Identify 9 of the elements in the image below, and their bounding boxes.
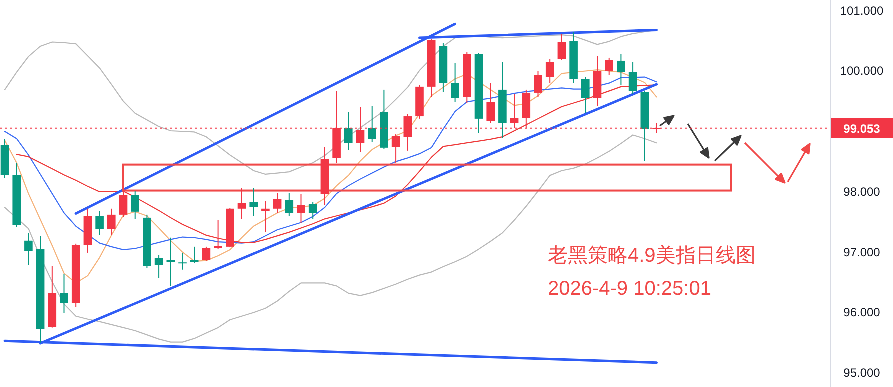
ref-line-label: 99.053 xyxy=(844,122,881,136)
y-tick-label: 96.000 xyxy=(844,306,881,320)
y-tick-label: 101.000 xyxy=(840,4,884,18)
y-tick-label: 97.000 xyxy=(844,245,881,260)
y-tick-label: 95.000 xyxy=(844,366,881,380)
annotation: 老黑策略4.9美指日线图 xyxy=(548,244,756,267)
y-tick-label: 100.000 xyxy=(840,64,884,78)
y-tick-label: 98.000 xyxy=(844,184,881,199)
annotation: 2026-4-9 10:25:01 xyxy=(548,278,712,300)
